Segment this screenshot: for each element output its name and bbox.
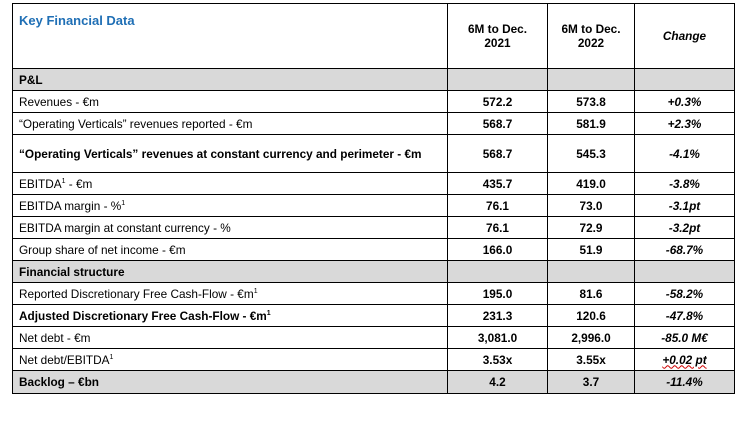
column-header-2022: 6M to Dec. 2022 <box>547 3 635 69</box>
value-change: -68.7% <box>634 238 735 261</box>
section-cell <box>447 68 548 91</box>
value-2022: 3.55x <box>547 348 635 371</box>
table-row-net-debt-ebitda: Net debt/EBITDA1 3.53x 3.55x +0.02 pt <box>12 348 735 371</box>
value-change: -85.0 M€ <box>634 326 735 349</box>
value-change: -58.2% <box>634 282 735 305</box>
table-row-ov-revenues-reported: “Operating Verticals” revenues reported … <box>12 112 735 135</box>
row-label: Net debt/EBITDA1 <box>12 348 448 371</box>
value-change: +0.3% <box>634 90 735 113</box>
value-2022: 2,996.0 <box>547 326 635 349</box>
row-label-suffix: - €m <box>65 176 93 191</box>
value-2022: 51.9 <box>547 238 635 261</box>
row-label: EBITDA margin at constant currency - % <box>12 216 448 239</box>
value-2022: 81.6 <box>547 282 635 305</box>
table-row-ebitda: EBITDA1 - €m 435.7 419.0 -3.8% <box>12 172 735 195</box>
row-label: Adjusted Discretionary Free Cash-Flow - … <box>12 304 448 327</box>
row-label: Backlog – €bn <box>12 370 448 394</box>
value-change: -11.4% <box>634 370 735 394</box>
row-label: “Operating Verticals” revenues at consta… <box>12 134 448 173</box>
column-header-2021-line1: 6M to Dec. <box>468 22 527 36</box>
key-financial-data-table: Key Financial Data 6M to Dec. 2021 6M to … <box>12 3 735 394</box>
value-2021: 4.2 <box>447 370 548 394</box>
section-label-financial-structure: Financial structure <box>12 260 448 283</box>
footnote-marker: 1 <box>109 353 114 361</box>
column-header-2022-line2: 2022 <box>577 36 605 50</box>
table-row-net-income: Group share of net income - €m 166.0 51.… <box>12 238 735 261</box>
table-row-adjusted-dfcf: Adjusted Discretionary Free Cash-Flow - … <box>12 304 735 327</box>
value-change-text: +0.02 pt <box>662 352 707 367</box>
value-2022: 120.6 <box>547 304 635 327</box>
section-cell <box>547 260 635 283</box>
column-header-2022-line1: 6M to Dec. <box>561 22 621 36</box>
table-row-backlog: Backlog – €bn 4.2 3.7 -11.4% <box>12 370 735 394</box>
row-label-text: Net debt/EBITDA <box>19 352 110 367</box>
row-label-text: EBITDA margin - % <box>19 198 122 213</box>
value-2022: 581.9 <box>547 112 635 135</box>
value-change: +2.3% <box>634 112 735 135</box>
row-label: “Operating Verticals” revenues reported … <box>12 112 448 135</box>
footnote-marker: 1 <box>61 177 66 185</box>
value-2021: 572.2 <box>447 90 548 113</box>
table-row-ov-revenues-constant: “Operating Verticals” revenues at consta… <box>12 134 735 173</box>
value-2021: 568.7 <box>447 112 548 135</box>
section-cell <box>634 68 735 91</box>
value-change: +0.02 pt <box>634 348 735 371</box>
footnote-marker: 1 <box>121 199 126 207</box>
column-header-2021-line2: 2021 <box>484 36 511 50</box>
value-2022: 73.0 <box>547 194 635 217</box>
value-2021: 3,081.0 <box>447 326 548 349</box>
row-label: Group share of net income - €m <box>12 238 448 261</box>
row-label: Reported Discretionary Free Cash-Flow - … <box>12 282 448 305</box>
header-row: Key Financial Data 6M to Dec. 2021 6M to … <box>12 3 735 69</box>
table-row-ebitda-margin-constant: EBITDA margin at constant currency - % 7… <box>12 216 735 239</box>
section-cell <box>634 260 735 283</box>
row-label: EBITDA1 - €m <box>12 172 448 195</box>
value-2021: 195.0 <box>447 282 548 305</box>
value-2022: 72.9 <box>547 216 635 239</box>
row-label: Net debt - €m <box>12 326 448 349</box>
row-label-text: Adjusted Discretionary Free Cash-Flow - … <box>19 308 267 323</box>
value-2021: 166.0 <box>447 238 548 261</box>
row-label: Revenues - €m <box>12 90 448 113</box>
value-2022: 3.7 <box>547 370 635 394</box>
table-title: Key Financial Data <box>12 3 448 69</box>
section-cell <box>547 68 635 91</box>
value-change: -4.1% <box>634 134 735 173</box>
value-2022: 419.0 <box>547 172 635 195</box>
value-2021: 76.1 <box>447 216 548 239</box>
row-label: EBITDA margin - %1 <box>12 194 448 217</box>
value-change: -3.2pt <box>634 216 735 239</box>
value-2021: 76.1 <box>447 194 548 217</box>
table-row-revenues: Revenues - €m 572.2 573.8 +0.3% <box>12 90 735 113</box>
section-cell <box>447 260 548 283</box>
section-row-financial-structure: Financial structure <box>12 260 735 283</box>
table-row-ebitda-margin: EBITDA margin - %1 76.1 73.0 -3.1pt <box>12 194 735 217</box>
value-2021: 231.3 <box>447 304 548 327</box>
section-row-pl: P&L <box>12 68 735 91</box>
row-label-text: Reported Discretionary Free Cash-Flow - … <box>19 286 254 301</box>
value-change: -47.8% <box>634 304 735 327</box>
section-label-pl: P&L <box>12 68 448 91</box>
table-row-net-debt: Net debt - €m 3,081.0 2,996.0 -85.0 M€ <box>12 326 735 349</box>
footnote-marker: 1 <box>253 287 258 295</box>
footnote-marker: 1 <box>266 309 271 317</box>
value-change: -3.8% <box>634 172 735 195</box>
column-header-2021: 6M to Dec. 2021 <box>447 3 548 69</box>
table-row-reported-dfcf: Reported Discretionary Free Cash-Flow - … <box>12 282 735 305</box>
value-2021: 435.7 <box>447 172 548 195</box>
value-2022: 573.8 <box>547 90 635 113</box>
row-label-text: EBITDA <box>19 176 62 191</box>
value-2021: 568.7 <box>447 134 548 173</box>
value-change: -3.1pt <box>634 194 735 217</box>
column-header-change: Change <box>634 3 735 69</box>
value-2021: 3.53x <box>447 348 548 371</box>
value-2022: 545.3 <box>547 134 635 173</box>
